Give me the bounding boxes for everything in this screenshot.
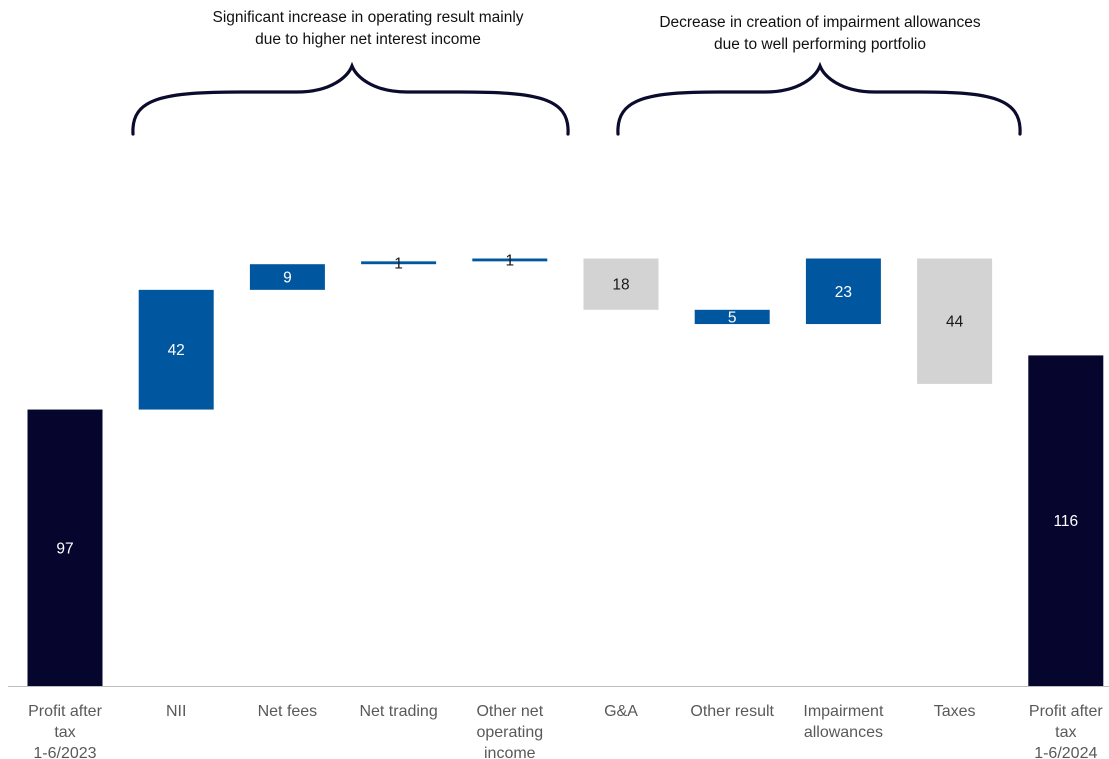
bar-0 (27, 409, 103, 686)
bar-value-label-8: 44 (946, 314, 964, 331)
right-annotation: Decrease in creation of impairment allow… (600, 12, 1040, 56)
x-tick-label-4-1: operating (476, 724, 543, 741)
x-tick-label-6-0: Other result (690, 703, 774, 720)
x-tick-label-4-0: Other net (476, 703, 543, 720)
x-tick-label-3-0: Net trading (359, 703, 437, 720)
bar-value-label-2: 9 (283, 270, 292, 287)
bar-5 (583, 258, 659, 310)
bar-value-label-4: 1 (505, 252, 514, 269)
bar-6 (694, 309, 770, 325)
bar-value-label-6: 5 (728, 309, 737, 326)
bar-value-label-5: 18 (612, 277, 629, 294)
left-annotation-line-2: due to higher net interest income (255, 31, 481, 48)
x-tick-label-9-1: tax (1055, 724, 1076, 741)
x-tick-label-4-2: income (484, 745, 536, 759)
bar-9 (1028, 355, 1104, 686)
left-brace (131, 61, 570, 136)
x-tick-label-7-0: Impairment (803, 703, 884, 720)
bar-value-label-3: 1 (394, 255, 403, 272)
bar-7 (805, 258, 881, 325)
bar-4 (472, 258, 548, 262)
bar-value-label-9: 116 (1053, 513, 1078, 530)
right-annotation-line-2: due to well performing portfolio (714, 36, 926, 53)
x-tick-label-5-0: G&A (604, 703, 638, 720)
x-tick-label-0-2: 1-6/2023 (33, 745, 96, 759)
right-annotation-line-1: Decrease in creation of impairment allow… (659, 14, 981, 31)
bar-2 (249, 264, 325, 290)
x-tick-label-9-2: 1-6/2024 (1034, 745, 1097, 759)
x-tick-label-9-0: Profit after (1029, 703, 1103, 720)
x-tick-label-1-0: NII (166, 703, 186, 720)
x-tick-label-0-1: tax (54, 724, 75, 741)
bar-3 (361, 261, 437, 265)
x-tick-label-8-0: Taxes (934, 703, 976, 720)
x-tick-label-0-0: Profit after (28, 703, 102, 720)
bar-1 (138, 289, 214, 410)
bar-value-label-0: 97 (56, 540, 73, 557)
x-tick-label-2-0: Net fees (258, 703, 318, 720)
left-annotation: Significant increase in operating result… (148, 7, 588, 51)
bar-value-label-1: 42 (168, 342, 185, 359)
left-annotation-line-1: Significant increase in operating result… (212, 9, 524, 26)
x-tick-label-7-1: allowances (804, 724, 883, 741)
bar-value-label-7: 23 (835, 284, 852, 301)
bar-8 (917, 258, 993, 384)
right-brace (616, 61, 1022, 136)
